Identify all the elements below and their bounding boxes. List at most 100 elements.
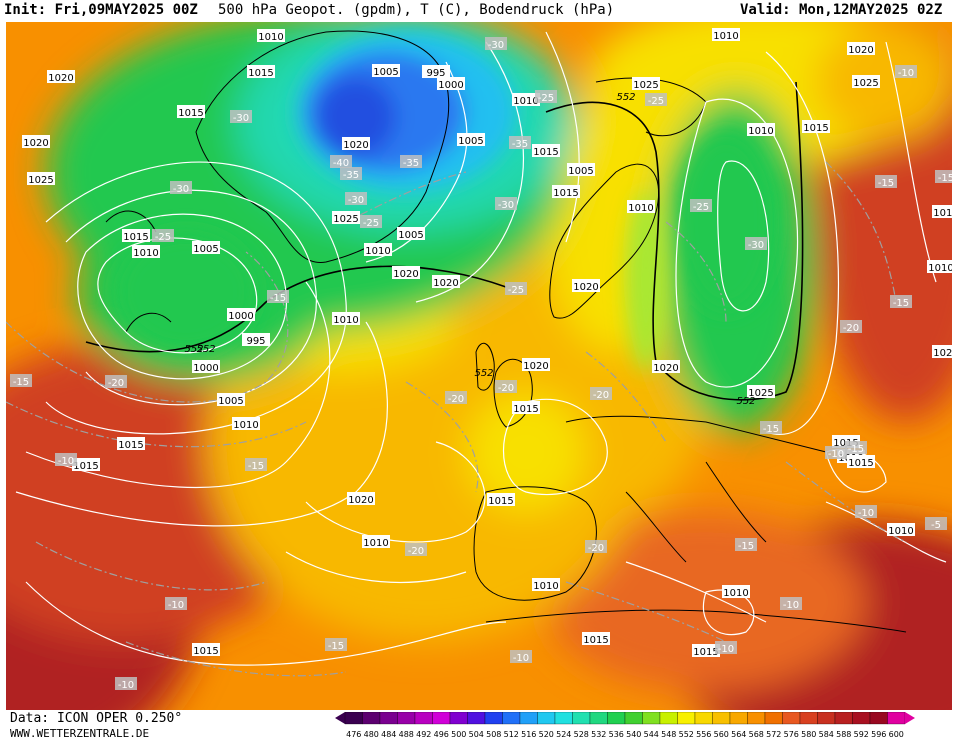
- svg-text:1015: 1015: [178, 108, 203, 119]
- core-green-low: [116, 232, 256, 352]
- pressure-label: 1010: [627, 200, 655, 214]
- isotherm-4: [405, 381, 479, 493]
- svg-text:1020: 1020: [23, 138, 48, 149]
- svg-text:1010: 1010: [628, 203, 653, 214]
- pressure-label: 995: [422, 65, 450, 79]
- pressure-label: 1025: [27, 172, 55, 186]
- legend-swatch: [572, 712, 591, 725]
- svg-text:1010: 1010: [363, 538, 388, 549]
- legend-value: 584: [819, 730, 834, 739]
- svg-text:-25: -25: [508, 285, 524, 296]
- pressure-label: 1010: [132, 245, 160, 259]
- svg-text:1010: 1010: [233, 420, 258, 431]
- map-header: Init: Fri,09MAY2025 00Z 500 hPa Geopot. …: [0, 0, 959, 22]
- svg-text:1015: 1015: [533, 147, 558, 158]
- temperature-label: -15: [935, 170, 952, 184]
- temperature-labels: -30-30-35-25-35-30-25-30-35-40-25-25-30-…: [10, 37, 952, 691]
- isobar-14: [765, 51, 840, 435]
- temperature-label: -35: [340, 167, 362, 181]
- isobar-0: [97, 237, 258, 354]
- svg-text:-25: -25: [693, 202, 709, 213]
- legend-value: 504: [469, 730, 484, 739]
- legend-swatch: [869, 712, 888, 725]
- legend-value: 596: [871, 730, 886, 739]
- svg-text:1010: 1010: [933, 208, 952, 219]
- pressure-label: 1015: [247, 65, 275, 79]
- isotherm-6: [665, 221, 727, 323]
- legend-swatch: [379, 712, 398, 725]
- svg-text:-30: -30: [498, 200, 514, 211]
- coastline-3: [549, 163, 660, 319]
- svg-text:-15: -15: [248, 461, 264, 472]
- legend-value: 572: [766, 730, 781, 739]
- legend-swatch: [764, 712, 783, 725]
- coastline-5: [565, 415, 827, 563]
- pressure-label: 1010: [512, 93, 540, 107]
- isobar-13: [717, 160, 770, 312]
- svg-text:1015: 1015: [488, 496, 513, 507]
- legend-swatch: [729, 712, 748, 725]
- temperature-label: -20: [585, 540, 607, 554]
- legend-swatch: [537, 712, 556, 725]
- data-source: Data: ICON OPER 0.250°: [10, 711, 183, 726]
- svg-text:995: 995: [246, 336, 265, 347]
- temperature-label: -25: [535, 90, 557, 104]
- legend-value: 548: [661, 730, 676, 739]
- legend-swatch: [449, 712, 468, 725]
- svg-text:1010: 1010: [713, 31, 738, 42]
- temperature-label: -10: [895, 65, 917, 79]
- legend-swatch: [712, 712, 731, 725]
- pressure-label: 1020: [522, 358, 550, 372]
- legend-swatch: [414, 712, 433, 725]
- svg-text:1005: 1005: [458, 136, 483, 147]
- coastline-1: [475, 342, 495, 391]
- temperature-label: -10: [780, 597, 802, 611]
- svg-text:1010: 1010: [133, 248, 158, 259]
- legend-swatch: [484, 712, 503, 725]
- pressure-label: 1020: [652, 360, 680, 374]
- temperature-label: -10: [115, 677, 137, 691]
- temperature-label: -35: [400, 155, 422, 169]
- temperature-label: -20: [105, 375, 127, 389]
- pressure-label: 1015: [487, 493, 515, 507]
- pressure-label: 1000: [437, 77, 465, 91]
- isobar-2: [65, 189, 317, 406]
- svg-text:1010: 1010: [723, 588, 748, 599]
- isotherm-2: [35, 541, 267, 591]
- svg-text:-30: -30: [173, 184, 189, 195]
- field-gold-ne: [816, 22, 952, 142]
- field-dark-orange-med: [546, 512, 866, 692]
- temperature-label: -15: [245, 458, 267, 472]
- pressure-label: 1020: [392, 266, 420, 280]
- isotherm-1: [6, 401, 307, 448]
- temperature-label: -15: [325, 638, 347, 652]
- legend-value: 492: [416, 730, 431, 739]
- valid-time: Valid: Mon,12MAY2025 02Z: [740, 2, 943, 18]
- svg-text:-10: -10: [898, 68, 914, 79]
- legend-swatch: [467, 712, 486, 725]
- svg-text:1015: 1015: [193, 646, 218, 657]
- legend-arrow-left: [335, 712, 345, 724]
- legend-value: 496: [434, 730, 449, 739]
- core-lime-edge: [626, 192, 666, 372]
- temperature-label: -35: [509, 136, 531, 150]
- svg-text:1015: 1015: [803, 123, 828, 134]
- legend-value: 508: [486, 730, 501, 739]
- coastline-4: [473, 486, 597, 601]
- svg-text:1005: 1005: [398, 230, 423, 241]
- pressure-label: 1010: [364, 243, 392, 257]
- pressure-label: 1005: [372, 64, 400, 78]
- svg-text:-15: -15: [763, 424, 779, 435]
- legend-value: 560: [714, 730, 729, 739]
- init-time: Init: Fri,09MAY2025 00Z: [4, 2, 198, 18]
- temperature-label: -15: [267, 290, 289, 304]
- svg-text:1015: 1015: [248, 68, 273, 79]
- svg-text:1015: 1015: [553, 188, 578, 199]
- pressure-label: 1010: [257, 29, 285, 43]
- legend-swatch: [432, 712, 451, 725]
- svg-text:-35: -35: [403, 158, 419, 169]
- legend-swatch: [624, 712, 643, 725]
- legend-value: 512: [504, 730, 519, 739]
- pressure-label: 1015: [122, 229, 150, 243]
